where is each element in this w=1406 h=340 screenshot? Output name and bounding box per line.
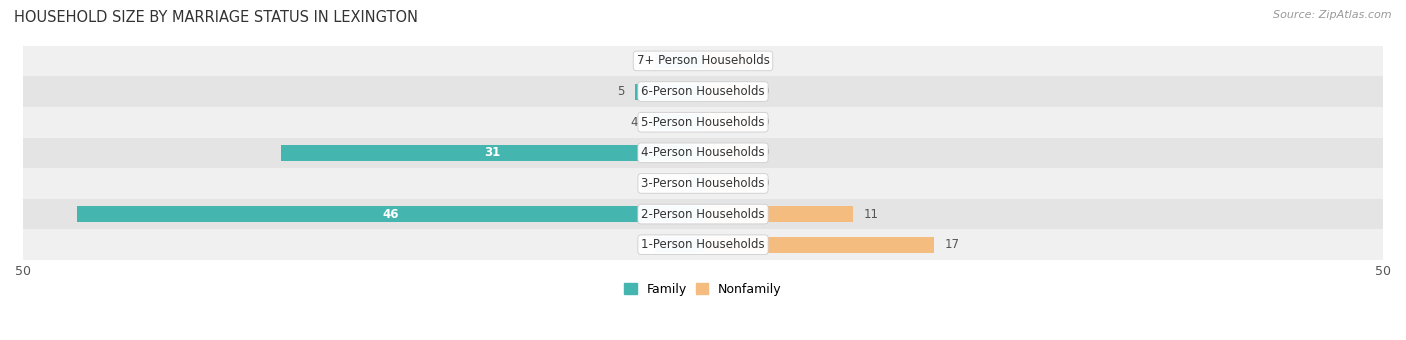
- Bar: [703, 175, 751, 191]
- Text: 0: 0: [762, 54, 769, 67]
- Bar: [281, 145, 703, 161]
- Text: 17: 17: [945, 238, 960, 251]
- Text: 2-Person Households: 2-Person Households: [641, 208, 765, 221]
- Bar: [703, 237, 934, 253]
- Text: 4-Person Households: 4-Person Households: [641, 146, 765, 159]
- Legend: Family, Nonfamily: Family, Nonfamily: [619, 278, 787, 301]
- Bar: [22, 137, 1384, 168]
- Bar: [703, 53, 751, 69]
- Text: Source: ZipAtlas.com: Source: ZipAtlas.com: [1274, 10, 1392, 20]
- Bar: [655, 53, 703, 69]
- Bar: [22, 199, 1384, 230]
- Text: 0: 0: [762, 146, 769, 159]
- Text: 6-Person Households: 6-Person Households: [641, 85, 765, 98]
- Text: 7+ Person Households: 7+ Person Households: [637, 54, 769, 67]
- Text: HOUSEHOLD SIZE BY MARRIAGE STATUS IN LEXINGTON: HOUSEHOLD SIZE BY MARRIAGE STATUS IN LEX…: [14, 10, 418, 25]
- Text: 5-Person Households: 5-Person Households: [641, 116, 765, 129]
- Bar: [22, 76, 1384, 107]
- Text: 0: 0: [637, 238, 644, 251]
- Bar: [77, 206, 703, 222]
- Bar: [703, 145, 751, 161]
- Text: 0: 0: [762, 177, 769, 190]
- Bar: [703, 206, 852, 222]
- Text: 1-Person Households: 1-Person Households: [641, 238, 765, 251]
- Text: 0: 0: [762, 116, 769, 129]
- Text: 31: 31: [484, 146, 501, 159]
- Bar: [703, 114, 751, 130]
- Bar: [22, 168, 1384, 199]
- Bar: [689, 175, 703, 191]
- Text: 5: 5: [617, 85, 624, 98]
- Bar: [22, 46, 1384, 76]
- Bar: [22, 230, 1384, 260]
- Text: 3-Person Households: 3-Person Households: [641, 177, 765, 190]
- Text: 4: 4: [630, 116, 638, 129]
- Text: 0: 0: [762, 85, 769, 98]
- Text: 0: 0: [637, 54, 644, 67]
- Bar: [636, 84, 703, 100]
- Text: 1: 1: [671, 177, 679, 190]
- Text: 11: 11: [863, 208, 879, 221]
- Bar: [655, 237, 703, 253]
- Text: 46: 46: [382, 208, 398, 221]
- Bar: [22, 107, 1384, 137]
- Bar: [703, 84, 751, 100]
- Bar: [648, 114, 703, 130]
